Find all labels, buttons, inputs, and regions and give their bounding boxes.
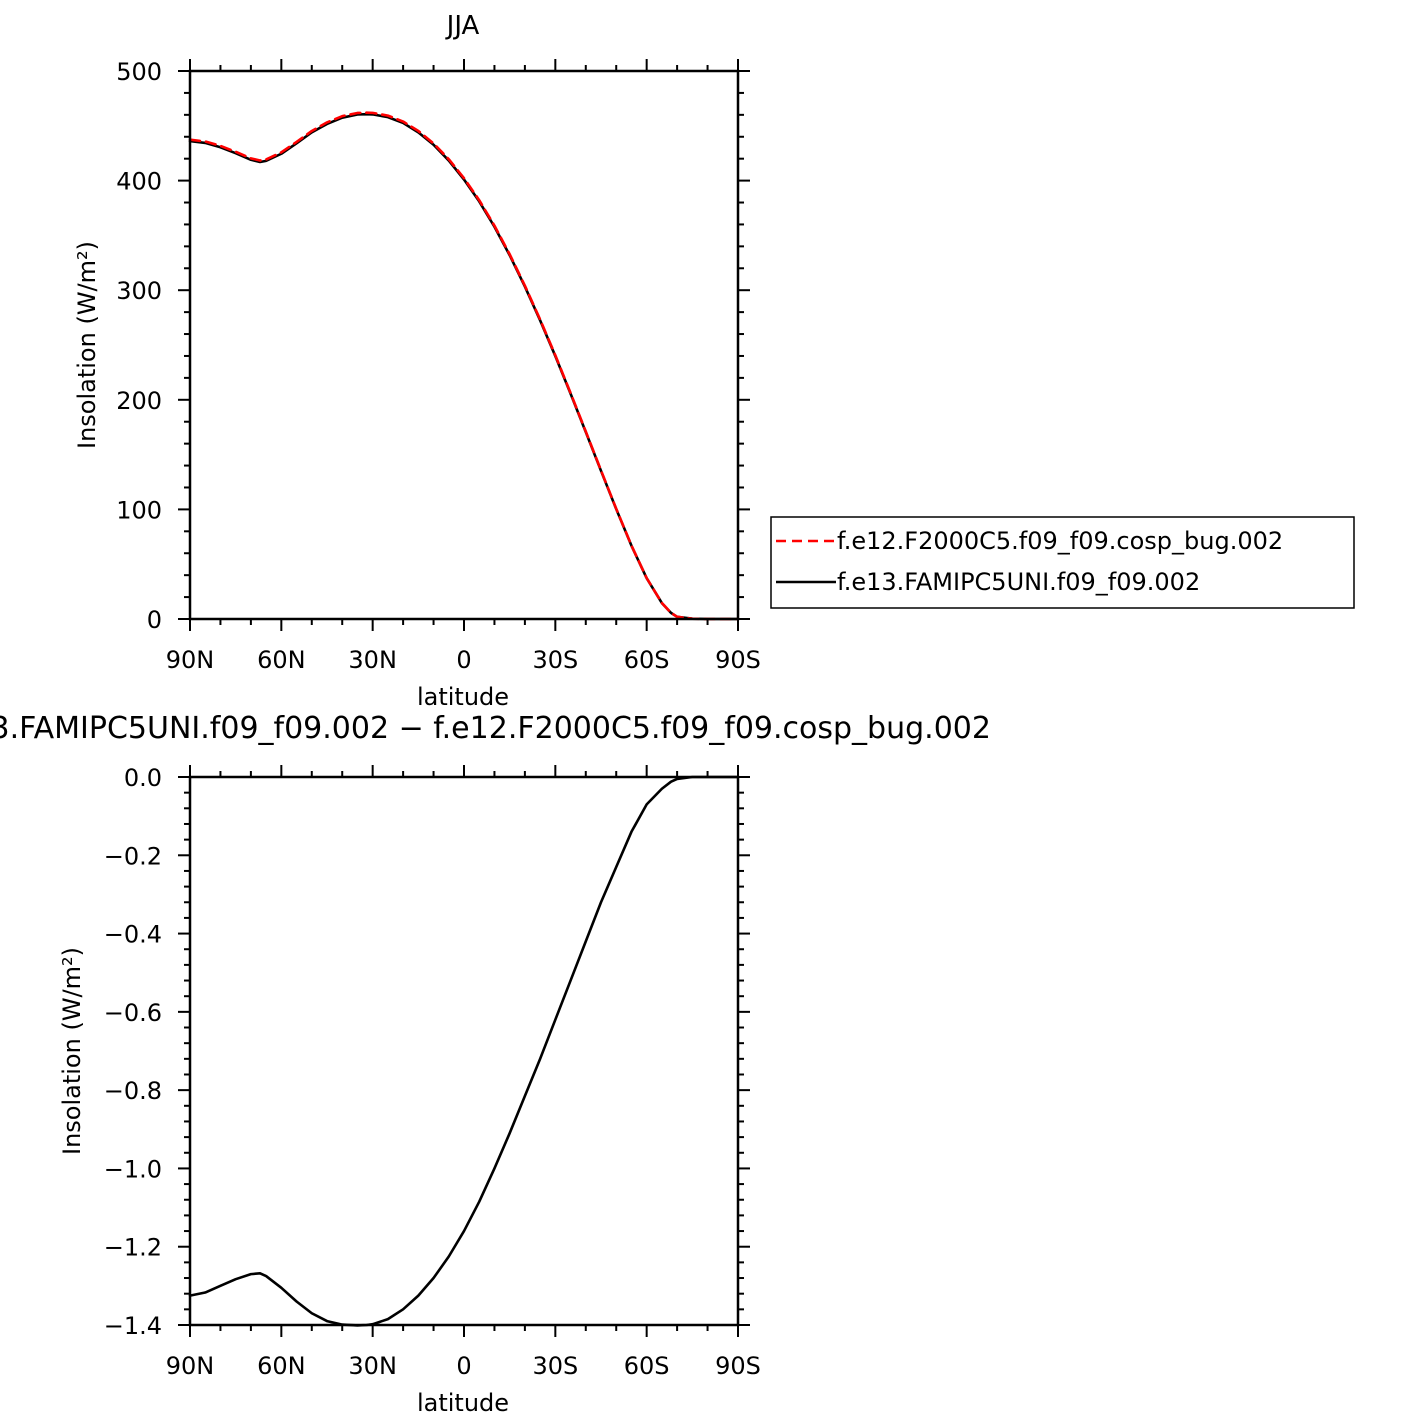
- bottom-chart-title: f.e13.FAMIPC5UNI.f09_f09.002 − f.e12.F20…: [0, 711, 991, 746]
- top-y-tick-label: 0: [147, 606, 162, 634]
- top-x-tick-label: 60N: [257, 646, 306, 674]
- bottom-y-tick-label: −0.2: [104, 842, 162, 870]
- legend-label-2: f.e13.FAMIPC5UNI.f09_f09.002: [837, 568, 1200, 596]
- top-series-1-line: [188, 111, 740, 621]
- bottom-x-axis-label: latitude: [417, 1389, 509, 1417]
- legend-box: [770, 516, 1355, 609]
- top-x-tick-label: 0: [456, 646, 471, 674]
- top-x-tick-label: 90S: [715, 646, 761, 674]
- legend-label-1: f.e12.F2000C5.f09_f09.cosp_bug.002: [837, 527, 1283, 555]
- bottom-x-tick-label: 30S: [532, 1352, 578, 1380]
- bottom-x-tick-label: 60N: [257, 1352, 306, 1380]
- top-x-axis-label: latitude: [417, 683, 509, 711]
- bottom-y-tick-label: −0.4: [104, 921, 162, 949]
- bottom-y-tick-label: −1.2: [104, 1234, 162, 1262]
- top-y-tick-label: 200: [116, 387, 162, 415]
- bottom-y-tick-label: −1.0: [104, 1155, 162, 1183]
- bottom-series-group: [188, 775, 740, 1327]
- top-chart-title: JJA: [445, 11, 480, 41]
- bottom-tick-group: 90N 60N 30N 0 30S 60S 90S 0.0 −0.2 −0.4 −0.6 −0.8 −1…: [104, 764, 761, 1380]
- top-y-tick-label: 500: [116, 58, 162, 86]
- bottom-plot-frame: [188, 775, 740, 1327]
- top-y-tick-label: 400: [116, 168, 162, 196]
- top-x-tick-label: 30N: [348, 646, 397, 674]
- bottom-x-tick-label: 90N: [166, 1352, 215, 1380]
- legend: f.e12.F2000C5.f09_f09.cosp_bug.002 f.e13…: [770, 516, 1355, 609]
- bottom-y-tick-label: −0.6: [104, 999, 162, 1027]
- top-x-tick-label: 90N: [166, 646, 215, 674]
- bottom-x-tick-label: 90S: [715, 1352, 761, 1380]
- top-tick-group: 90N 60N 30N 0 30S 60S 90S 0 100 200 300 400 500: [116, 58, 761, 674]
- bottom-x-tick-label: 60S: [624, 1352, 670, 1380]
- top-plot-frame: [188, 69, 740, 621]
- top-y-tick-label: 100: [116, 496, 162, 524]
- top-x-tick-label: 30S: [532, 646, 578, 674]
- bottom-chart: f.e13.FAMIPC5UNI.f09_f09.002 − f.e12.F20…: [0, 711, 991, 1417]
- top-chart: JJA 90N 60N 30N 0 30S 60S 90S0100200300400500 …: [73, 11, 1355, 711]
- bottom-series-1-line: [188, 775, 740, 1327]
- top-x-tick-label: 60S: [624, 646, 670, 674]
- bottom-y-tick-label: −0.8: [104, 1077, 162, 1105]
- bottom-x-tick-label: 30N: [348, 1352, 397, 1380]
- top-y-axis-label: Insolation (W/m²): [73, 241, 101, 449]
- top-series-group: [188, 111, 740, 621]
- bottom-y-tick-label: 0.0: [124, 764, 162, 792]
- top-y-tick-label: 300: [116, 277, 162, 305]
- bottom-y-tick-label: −1.4: [104, 1312, 162, 1340]
- bottom-x-tick-label: 0: [456, 1352, 471, 1380]
- top-series-2-line: [188, 112, 740, 621]
- bottom-y-axis-label: Insolation (W/m²): [58, 947, 86, 1155]
